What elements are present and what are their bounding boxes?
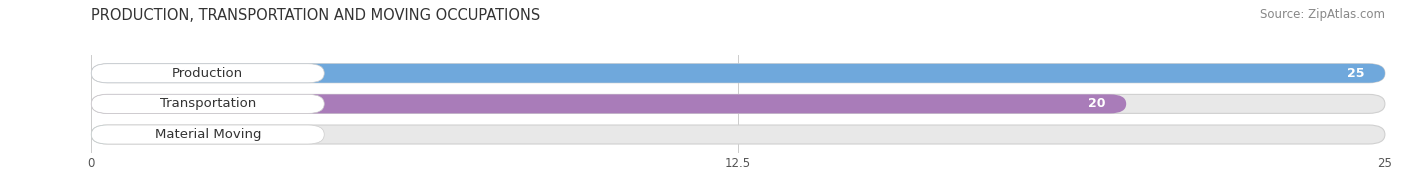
- FancyBboxPatch shape: [91, 125, 325, 144]
- FancyBboxPatch shape: [91, 94, 1126, 113]
- FancyBboxPatch shape: [91, 94, 1385, 113]
- Text: Source: ZipAtlas.com: Source: ZipAtlas.com: [1260, 8, 1385, 21]
- FancyBboxPatch shape: [91, 64, 1385, 83]
- FancyBboxPatch shape: [91, 94, 325, 113]
- Text: Material Moving: Material Moving: [155, 128, 262, 141]
- Text: Transportation: Transportation: [160, 97, 256, 110]
- Text: 20: 20: [1088, 97, 1105, 110]
- Text: PRODUCTION, TRANSPORTATION AND MOVING OCCUPATIONS: PRODUCTION, TRANSPORTATION AND MOVING OC…: [91, 8, 541, 23]
- Text: Production: Production: [173, 67, 243, 80]
- Text: 25: 25: [1347, 67, 1364, 80]
- FancyBboxPatch shape: [91, 125, 1385, 144]
- Text: 4: 4: [274, 128, 283, 141]
- FancyBboxPatch shape: [91, 64, 325, 83]
- FancyBboxPatch shape: [91, 125, 298, 144]
- FancyBboxPatch shape: [91, 64, 1385, 83]
